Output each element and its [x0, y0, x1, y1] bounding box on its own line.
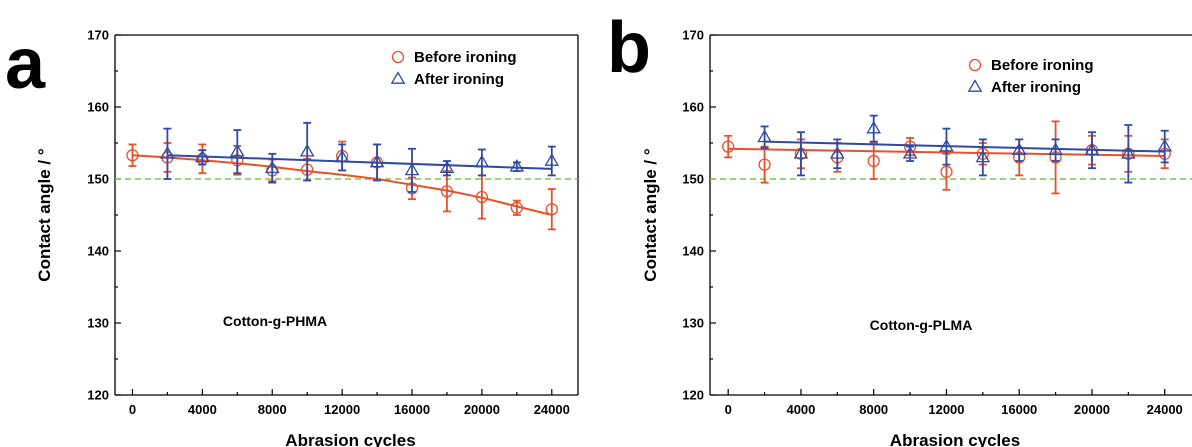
legend-label: After ironing — [414, 71, 504, 88]
data-point — [229, 143, 245, 157]
panel-a: a 120 130 140 150 160 170 0 4000 8000 12000 16000 20… — [5, 24, 579, 447]
x-tick-label: 8000 — [859, 402, 888, 417]
legend-marker — [967, 79, 983, 92]
data-point — [404, 162, 420, 176]
data-point — [1048, 142, 1063, 156]
legend-label: After ironing — [991, 79, 1081, 96]
y-tick-label: 160 — [682, 100, 704, 115]
data-point — [509, 158, 525, 172]
y-tick-label: 120 — [87, 388, 109, 403]
x-tick-label: 8000 — [258, 402, 287, 417]
y-tick-label: 130 — [87, 316, 109, 331]
data-point — [1121, 145, 1136, 159]
data-point — [866, 120, 882, 134]
y-tick-label: 170 — [87, 28, 109, 43]
x-tick-label: 24000 — [534, 402, 570, 417]
legend-marker — [968, 58, 982, 72]
data-point — [334, 149, 350, 163]
series-after-ironing: After ironing — [160, 71, 560, 193]
x-tick-label: 12000 — [928, 402, 964, 417]
y-tick-label: 160 — [87, 100, 109, 115]
x-tick-label: 0 — [725, 402, 732, 417]
data-point — [510, 201, 523, 214]
data-point — [940, 165, 953, 178]
panel-letter: a — [5, 24, 46, 104]
data-point — [195, 149, 210, 163]
data-point — [160, 146, 175, 159]
legend-marker — [391, 50, 405, 64]
series-before-ironing: Before ironing — [722, 57, 1171, 195]
data-point — [1157, 138, 1173, 152]
data-point — [440, 185, 454, 198]
data-point — [544, 153, 560, 166]
data-point — [299, 143, 315, 157]
x-tick-label: 16000 — [1001, 402, 1037, 417]
data-point — [757, 129, 772, 143]
x-axis-title: Abrasion cycles — [890, 431, 1020, 447]
data-point — [126, 149, 139, 162]
data-point — [829, 146, 845, 159]
panel-annotation: Cotton-g-PHMA — [223, 313, 327, 329]
y-axis-title: Contact angle / ° — [641, 148, 660, 282]
fit-line — [764, 140, 1165, 153]
data-point — [545, 203, 558, 216]
x-tick-label: 4000 — [786, 402, 815, 417]
data-point — [474, 154, 490, 168]
series-after-ironing: After ironing — [757, 79, 1173, 184]
data-point — [975, 149, 991, 163]
x-tick-label: 24000 — [1147, 402, 1183, 417]
y-axis-title: Contact angle / ° — [35, 148, 54, 282]
x-tick-label: 0 — [129, 402, 136, 417]
data-point — [264, 160, 280, 174]
data-point — [902, 146, 918, 159]
y-tick-label: 150 — [682, 172, 704, 187]
panel-b: b 120 130 140 150 160 170 0 4000 8000 12000 16000 20… — [607, 8, 1192, 447]
data-point — [758, 158, 771, 171]
panel-letter: b — [607, 8, 651, 88]
data-point — [475, 190, 489, 204]
y-tick-label: 130 — [682, 316, 704, 331]
y-tick-label: 140 — [87, 244, 109, 259]
y-tick-label: 140 — [682, 244, 704, 259]
x-tick-label: 12000 — [324, 402, 360, 417]
panel-annotation: Cotton-g-PLMA — [870, 317, 973, 333]
legend-label: Before ironing — [991, 57, 1094, 74]
y-tick-label: 120 — [682, 388, 704, 403]
data-point — [1084, 142, 1100, 156]
x-tick-label: 20000 — [464, 402, 500, 417]
data-point — [722, 140, 735, 153]
y-tick-label: 170 — [682, 28, 704, 43]
data-point — [1011, 142, 1027, 156]
legend-marker — [390, 71, 406, 84]
legend-label: Before ironing — [414, 49, 517, 66]
data-point — [867, 154, 880, 168]
y-tick-label: 150 — [87, 172, 109, 187]
x-axis-title: Abrasion cycles — [285, 431, 415, 447]
data-point — [793, 145, 809, 159]
data-point — [439, 160, 455, 174]
x-tick-label: 4000 — [188, 402, 217, 417]
data-point — [369, 154, 385, 168]
data-point — [939, 138, 954, 152]
x-tick-label: 16000 — [394, 402, 430, 417]
x-tick-label: 20000 — [1074, 402, 1110, 417]
